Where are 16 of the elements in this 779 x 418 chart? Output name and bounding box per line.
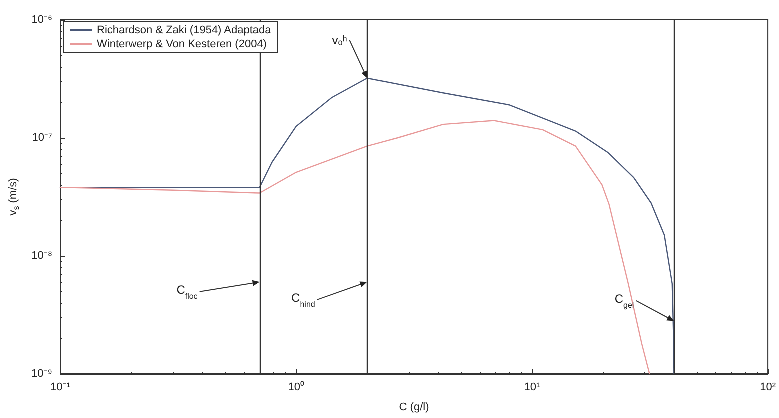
legend-label: Winterwerp & Von Kesteren (2004) xyxy=(97,38,267,50)
y-axis-title: vs (m/s) xyxy=(8,178,21,216)
annotation: vₒʰ xyxy=(332,33,348,48)
legend-label: Richardson & Zaki (1954) Adaptada xyxy=(97,24,272,36)
y-tick-label: 10⁻⁸ xyxy=(32,250,52,262)
annotation: C$_{floc}$ xyxy=(176,283,198,301)
annotation: C$_{hind}$ xyxy=(292,291,316,309)
x-tick-label: 10⁻¹ xyxy=(50,382,71,394)
x-tick-label: 10¹ xyxy=(524,382,540,394)
x-tick-label: 10⁰ xyxy=(288,380,304,394)
y-tick-label: 10⁻⁶ xyxy=(32,14,52,26)
annotation: C$_{gel}$ xyxy=(614,292,634,310)
y-tick-label: 10⁻⁹ xyxy=(32,368,52,380)
x-tick-label: 10² xyxy=(760,382,776,394)
x-axis-title: C (g/l) xyxy=(399,402,430,414)
y-tick-label: 10⁻⁷ xyxy=(32,132,53,144)
